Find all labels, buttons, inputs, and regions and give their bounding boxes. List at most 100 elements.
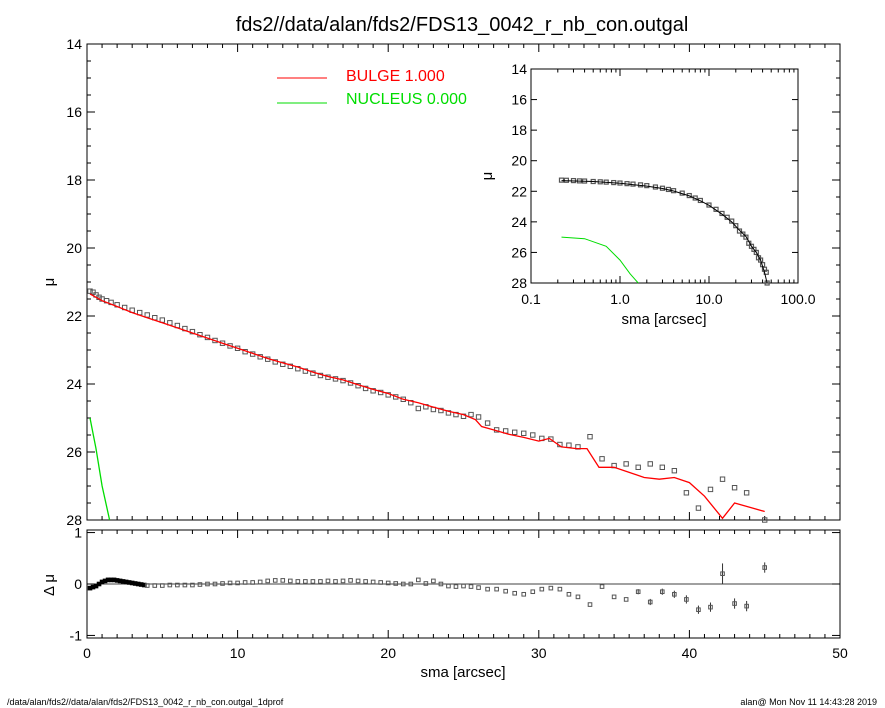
residual-data-marks — [87, 562, 840, 614]
inset-y-tick-label: 26 — [511, 244, 527, 260]
residual-data-point — [684, 597, 689, 602]
main-data-point — [415, 405, 422, 412]
residual-data-point — [280, 578, 286, 583]
residual-data-point — [548, 585, 554, 591]
inset-panel: 14 16 18 20 22 24 26 280.1 1.0 10.0 100.0 μ sma [a… — [479, 61, 816, 328]
legend-bulge-label: BULGE 1.000 — [346, 68, 445, 85]
main-data-point — [219, 340, 226, 346]
inset-data-point — [743, 234, 749, 240]
residual-data-point — [512, 590, 518, 596]
residual-data-point — [635, 589, 641, 595]
residual-data-point — [318, 579, 323, 584]
x-tick-label: 40 — [682, 645, 698, 661]
residual-data-point — [566, 591, 572, 597]
residual-data-point — [696, 607, 701, 613]
main-data-point — [475, 414, 482, 420]
residual-data-point — [265, 578, 271, 584]
residual-data-point — [446, 583, 451, 589]
residual-data-point — [295, 579, 301, 584]
residual-data-point — [393, 581, 399, 586]
residual-data-point — [205, 581, 210, 587]
x-tick-label: 0 — [83, 645, 91, 661]
main-bulge-line — [89, 293, 765, 520]
inset-y-tick-label: 22 — [511, 183, 527, 199]
residual-data-point — [416, 577, 421, 583]
residual-panel: 10-10 10 20 30 40 50 Δ μ sma [arcsec] — [41, 525, 848, 681]
main-data-point — [659, 464, 665, 471]
main-data-point — [484, 420, 491, 426]
residual-data-point — [611, 594, 617, 600]
residual-data-point — [363, 579, 368, 584]
inset-data-point — [764, 280, 770, 286]
x-tick-label: 50 — [832, 645, 848, 661]
residual-data-point — [530, 589, 536, 595]
main-data-marks — [87, 288, 768, 523]
residual-data-point — [288, 578, 293, 584]
residual-data-point — [599, 584, 605, 589]
inset-data-point — [733, 223, 739, 229]
residual-data-point — [494, 586, 499, 592]
footer-file-path: /data/alan/fds2//data/alan/fds2/FDS13_00… — [7, 697, 284, 707]
residual-data-point — [160, 583, 165, 588]
residual-data-point — [408, 581, 414, 587]
residual-data-point — [197, 582, 203, 587]
residual-data-point — [144, 583, 150, 588]
main-data-point — [587, 434, 593, 440]
inset-x-axis-label: sma [arcsec] — [621, 311, 706, 328]
main-data-point — [695, 505, 702, 511]
residual-data-point — [167, 582, 173, 588]
residual-y-tick-label: 1 — [74, 525, 82, 541]
residual-data-point — [423, 581, 429, 586]
inset-data-marks — [558, 177, 770, 286]
residual-data-point — [257, 579, 263, 585]
main-y-tick-label: 22 — [66, 308, 82, 324]
residual-data-point — [647, 599, 653, 605]
inset-x-tick-label: 0.1 — [521, 291, 541, 307]
residual-data-point — [235, 580, 240, 586]
residual-data-point — [431, 578, 436, 584]
main-data-point — [762, 517, 768, 523]
main-data-point — [719, 476, 726, 482]
inset-x-tick-label: 1.0 — [610, 291, 630, 307]
inset-data-point — [558, 177, 565, 183]
residual-y-tick-label: -1 — [70, 627, 83, 643]
residual-axis-ticks: 10-10 10 20 30 40 50 — [70, 525, 848, 661]
residual-data-point — [575, 594, 581, 600]
residual-y-axis-label: Δ μ — [41, 574, 58, 596]
main-data-point — [707, 486, 714, 493]
residual-data-point — [250, 580, 255, 585]
residual-data-point — [521, 591, 527, 597]
main-data-point — [468, 411, 474, 418]
inset-y-tick-label: 16 — [511, 92, 527, 108]
residual-data-point — [378, 580, 383, 585]
main-data-point — [647, 461, 653, 467]
main-data-point — [599, 456, 605, 462]
inset-data-point — [729, 218, 735, 224]
residual-data-point — [355, 578, 361, 584]
main-data-point — [521, 430, 527, 437]
residual-data-point — [539, 586, 545, 592]
residual-data-point — [503, 588, 508, 594]
main-axis-ticks: 14 16 18 20 22 24 26 28 — [66, 36, 840, 528]
main-panel: 14 16 18 20 22 24 26 28 μ BULGE 1.000 NUCLEUS 0… — [41, 36, 841, 528]
main-data-point — [287, 363, 294, 370]
main-data-point — [683, 490, 690, 496]
inset-y-tick-label: 28 — [511, 275, 527, 291]
main-data-point — [438, 407, 444, 414]
main-data-point — [731, 485, 738, 491]
main-data-point — [566, 442, 572, 448]
chart-title: fds2//data/alan/fds2/FDS13_0042_r_nb_con… — [236, 14, 689, 36]
main-y-tick-label: 20 — [66, 240, 82, 256]
residual-data-point — [190, 582, 195, 588]
inset-data-point — [736, 228, 743, 234]
residual-data-point — [227, 580, 233, 586]
main-data-point — [635, 464, 641, 471]
residual-data-point — [461, 583, 466, 589]
main-y-axis-label: μ — [41, 278, 58, 287]
residual-data-point — [242, 580, 248, 585]
residual-data-point — [152, 583, 158, 588]
residual-data-point — [476, 585, 481, 590]
inset-axis-ticks: 14 16 18 20 22 24 26 280.1 1.0 10.0 100.0 — [511, 61, 815, 307]
inset-data-point — [719, 210, 725, 217]
